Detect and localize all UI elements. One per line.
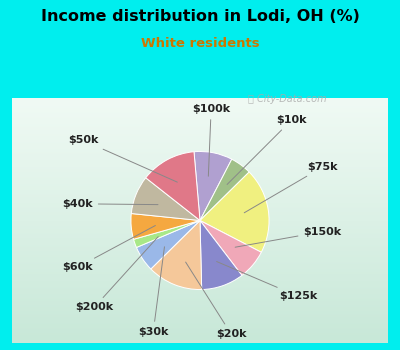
Wedge shape: [131, 214, 200, 239]
Text: $30k: $30k: [138, 247, 168, 337]
Wedge shape: [146, 152, 200, 220]
Text: $20k: $20k: [186, 262, 246, 339]
Wedge shape: [134, 220, 200, 247]
Text: $50k: $50k: [68, 135, 177, 182]
Text: White residents: White residents: [141, 37, 259, 50]
Text: $125k: $125k: [217, 261, 317, 301]
Text: $200k: $200k: [75, 237, 158, 312]
Text: $40k: $40k: [62, 199, 158, 209]
Text: $100k: $100k: [192, 104, 230, 176]
Text: $75k: $75k: [244, 162, 338, 213]
Wedge shape: [200, 172, 269, 252]
Text: ⓘ City-Data.com: ⓘ City-Data.com: [248, 94, 327, 105]
Wedge shape: [131, 178, 200, 220]
Wedge shape: [200, 159, 249, 220]
Wedge shape: [200, 220, 261, 275]
Wedge shape: [136, 220, 200, 269]
Text: $10k: $10k: [227, 115, 306, 184]
Wedge shape: [194, 152, 232, 220]
Text: $150k: $150k: [235, 227, 342, 247]
Wedge shape: [200, 220, 242, 289]
Text: $60k: $60k: [62, 225, 155, 272]
Text: Income distribution in Lodi, OH (%): Income distribution in Lodi, OH (%): [40, 9, 360, 24]
Wedge shape: [151, 220, 202, 289]
